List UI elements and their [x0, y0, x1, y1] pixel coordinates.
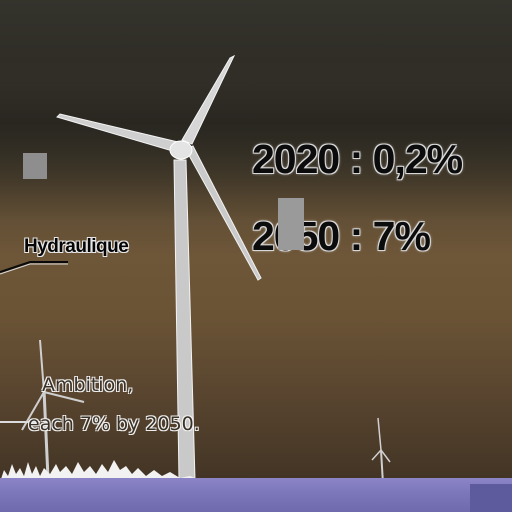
gray-square-marker — [23, 153, 47, 179]
right-turbine-blade — [371, 449, 382, 461]
hydraulique-label: Hydraulique — [24, 236, 129, 257]
main-turbine-hub — [169, 140, 193, 160]
stat-2020: 2020 : 0,2% — [252, 136, 463, 182]
cloud-band — [0, 70, 512, 220]
leader-line-hydraulique — [0, 261, 68, 273]
right-turbine-blade — [377, 417, 382, 451]
main-turbine-blade-down — [185, 145, 262, 281]
leader-line-hydraulique-highlight — [0, 263, 68, 275]
caption-line-2: each 7% by 2050. — [28, 413, 200, 435]
left-turbine-tower — [42, 389, 50, 479]
gray-square-marker — [278, 198, 304, 250]
snowy-trees — [0, 460, 200, 482]
caption-line-1: Ambition, — [42, 374, 134, 396]
right-turbine-blade — [380, 449, 391, 463]
left-turbine-blade — [39, 339, 45, 393]
left-turbine-blade — [21, 391, 45, 431]
left-turbine-blade — [43, 391, 85, 403]
ground — [0, 478, 512, 512]
ground-edge — [470, 484, 512, 512]
main-turbine-blade-left — [56, 113, 179, 153]
main-turbine-blade-up — [181, 54, 236, 145]
